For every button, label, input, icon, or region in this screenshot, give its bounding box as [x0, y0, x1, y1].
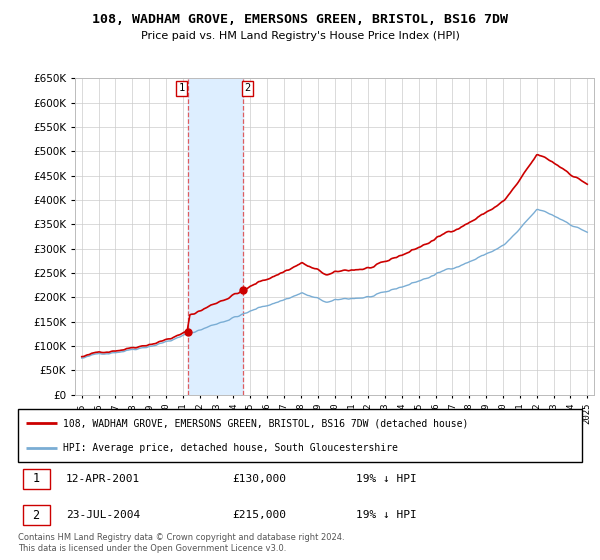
Text: 1: 1: [32, 473, 40, 486]
Text: 23-JUL-2004: 23-JUL-2004: [66, 510, 140, 520]
Bar: [188, 78, 242, 395]
Text: 2: 2: [245, 83, 251, 93]
Text: 1: 1: [179, 83, 185, 93]
Text: 108, WADHAM GROVE, EMERSONS GREEN, BRISTOL, BS16 7DW (detached house): 108, WADHAM GROVE, EMERSONS GREEN, BRIST…: [63, 418, 469, 428]
Text: 2: 2: [32, 508, 40, 521]
Text: 108, WADHAM GROVE, EMERSONS GREEN, BRISTOL, BS16 7DW: 108, WADHAM GROVE, EMERSONS GREEN, BRIST…: [92, 13, 508, 26]
Text: HPI: Average price, detached house, South Gloucestershire: HPI: Average price, detached house, Sout…: [63, 442, 398, 452]
FancyBboxPatch shape: [23, 469, 50, 489]
Text: £215,000: £215,000: [232, 510, 286, 520]
FancyBboxPatch shape: [18, 409, 582, 462]
Text: 19% ↓ HPI: 19% ↓ HPI: [356, 474, 417, 484]
Text: £130,000: £130,000: [232, 474, 286, 484]
Text: 19% ↓ HPI: 19% ↓ HPI: [356, 510, 417, 520]
Text: Contains HM Land Registry data © Crown copyright and database right 2024.
This d: Contains HM Land Registry data © Crown c…: [18, 533, 344, 553]
Text: 12-APR-2001: 12-APR-2001: [66, 474, 140, 484]
FancyBboxPatch shape: [23, 505, 50, 525]
Text: Price paid vs. HM Land Registry's House Price Index (HPI): Price paid vs. HM Land Registry's House …: [140, 31, 460, 41]
